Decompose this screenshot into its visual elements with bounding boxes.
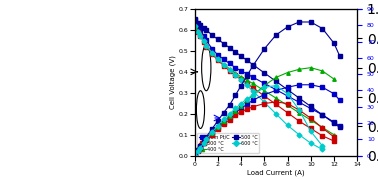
- X-axis label: Load Current (A): Load Current (A): [247, 170, 305, 176]
- Legend: Com Pt/C, 300 °C, 400 °C, 500 °C, 600 °C: Com Pt/C, 300 °C, 400 °C, 500 °C, 600 °C: [197, 133, 259, 153]
- Y-axis label: Cell Voltage (V): Cell Voltage (V): [169, 55, 176, 109]
